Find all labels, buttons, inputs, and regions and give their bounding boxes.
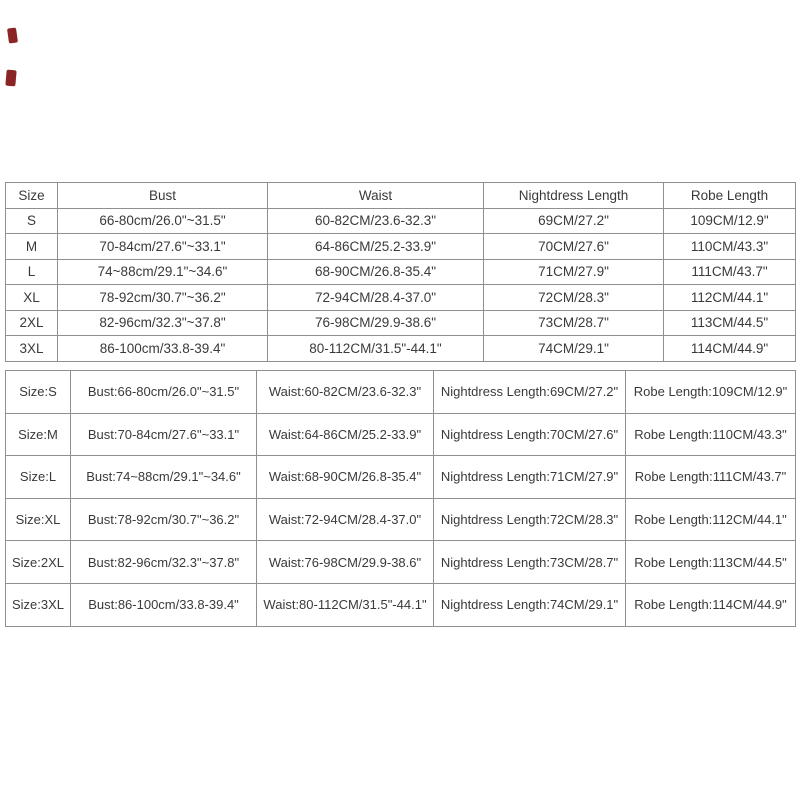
size-chart-list-body: Size:S Bust:66-80cm/26.0"~31.5" Waist:60-8… xyxy=(5,370,796,627)
cell: 114CM/44.9" xyxy=(663,335,796,362)
column-header: Nightdress Length xyxy=(483,182,664,209)
cell: Size:2XL xyxy=(5,540,71,584)
cell: 73CM/28.7" xyxy=(483,309,664,336)
cell: Size:S xyxy=(5,370,71,414)
cell: 86-100cm/33.8-39.4" xyxy=(57,335,268,362)
table-row: 2XL 82-96cm/32.3"~37.8" 76-98CM/29.9-38.6"… xyxy=(5,309,796,336)
cell: Waist:80-112CM/31.5"-44.1" xyxy=(256,582,434,627)
cell: 68-90CM/26.8-35.4" xyxy=(267,258,484,285)
column-header: Bust xyxy=(57,182,268,209)
size-chart-grid-table: Size Bust Waist Nightdress Length Robe Lengt… xyxy=(5,182,796,362)
cell: Size:L xyxy=(5,455,71,499)
red-watermark-mark xyxy=(5,69,17,87)
table-row: XL 78-92cm/30.7"~36.2" 72-94CM/28.4-37.0" 7… xyxy=(5,284,796,311)
cell: 70-84cm/27.6"~33.1" xyxy=(57,233,268,260)
cell: Robe Length:112CM/44.1" xyxy=(625,497,796,542)
cell: S xyxy=(5,207,58,234)
cell: Nightdress Length:70CM/27.6" xyxy=(433,412,626,457)
cell: Waist:60-82CM/23.6-32.3" xyxy=(256,370,434,414)
table-row: Size:2XL Bust:82-96cm/32.3"~37.8" Waist:76… xyxy=(5,540,796,584)
cell: Robe Length:114CM/44.9" xyxy=(625,582,796,627)
cell: Nightdress Length:71CM/27.9" xyxy=(433,455,626,499)
column-header: Waist xyxy=(267,182,484,209)
cell: 72-94CM/28.4-37.0" xyxy=(267,284,484,311)
cell: 109CM/12.9" xyxy=(663,207,796,234)
cell: 112CM/44.1" xyxy=(663,284,796,311)
cell: 72CM/28.3" xyxy=(483,284,664,311)
cell: Size:M xyxy=(5,412,71,457)
table-row: 3XL 86-100cm/33.8-39.4" 80-112CM/31.5"-44.… xyxy=(5,335,796,362)
cell: XL xyxy=(5,284,58,311)
cell: Bust:82-96cm/32.3"~37.8" xyxy=(70,540,257,584)
cell: L xyxy=(5,258,58,285)
cell: Bust:74~88cm/29.1"~34.6" xyxy=(70,455,257,499)
cell: Bust:78-92cm/30.7"~36.2" xyxy=(70,497,257,542)
cell: 74CM/29.1" xyxy=(483,335,664,362)
cell: Waist:64-86CM/25.2-33.9" xyxy=(256,412,434,457)
cell: 3XL xyxy=(5,335,58,362)
column-header: Robe Length xyxy=(663,182,796,209)
cell: 113CM/44.5" xyxy=(663,309,796,336)
cell: 111CM/43.7" xyxy=(663,258,796,285)
table-row: L 74~88cm/29.1"~34.6" 68-90CM/26.8-35.4" 71… xyxy=(5,258,796,285)
red-watermark-mark xyxy=(6,27,19,44)
cell: 70CM/27.6" xyxy=(483,233,664,260)
table-row: Size:L Bust:74~88cm/29.1"~34.6" Waist:68-9… xyxy=(5,455,796,499)
cell: M xyxy=(5,233,58,260)
cell: 66-80cm/26.0"~31.5" xyxy=(57,207,268,234)
cell: Robe Length:111CM/43.7" xyxy=(625,455,796,499)
cell: 69CM/27.2" xyxy=(483,207,664,234)
cell: 110CM/43.3" xyxy=(663,233,796,260)
cell: Waist:72-94CM/28.4-37.0" xyxy=(256,497,434,542)
cell: 82-96cm/32.3"~37.8" xyxy=(57,309,268,336)
table-row: Size:3XL Bust:86-100cm/33.8-39.4" Waist:80… xyxy=(5,582,796,627)
header-row: Size Bust Waist Nightdress Length Robe Lengt… xyxy=(5,182,796,209)
cell: 64-86CM/25.2-33.9" xyxy=(267,233,484,260)
table-row: Size:M Bust:70-84cm/27.6"~33.1" Waist:64-8… xyxy=(5,412,796,457)
cell: Nightdress Length:69CM/27.2" xyxy=(433,370,626,414)
cell: 60-82CM/23.6-32.3" xyxy=(267,207,484,234)
cell: 78-92cm/30.7"~36.2" xyxy=(57,284,268,311)
size-chart-list-table: Size:S Bust:66-80cm/26.0"~31.5" Waist:60-8… xyxy=(5,370,796,627)
cell: 2XL xyxy=(5,309,58,336)
cell: Size:3XL xyxy=(5,582,71,627)
cell: 74~88cm/29.1"~34.6" xyxy=(57,258,268,285)
cell: Waist:68-90CM/26.8-35.4" xyxy=(256,455,434,499)
cell: Robe Length:110CM/43.3" xyxy=(625,412,796,457)
table-row: M 70-84cm/27.6"~33.1" 64-86CM/25.2-33.9" 70… xyxy=(5,233,796,260)
cell: Bust:86-100cm/33.8-39.4" xyxy=(70,582,257,627)
table-row: Size:XL Bust:78-92cm/30.7"~36.2" Waist:72-… xyxy=(5,497,796,542)
size-chart-grid-body: S 66-80cm/26.0"~31.5" 60-82CM/23.6-32.3" 69… xyxy=(5,207,796,362)
cell: Nightdress Length:74CM/29.1" xyxy=(433,582,626,627)
cell: Nightdress Length:72CM/28.3" xyxy=(433,497,626,542)
cell: Bust:66-80cm/26.0"~31.5" xyxy=(70,370,257,414)
cell: 80-112CM/31.5"-44.1" xyxy=(267,335,484,362)
table-row: Size:S Bust:66-80cm/26.0"~31.5" Waist:60-8… xyxy=(5,370,796,414)
cell: Robe Length:113CM/44.5" xyxy=(625,540,796,584)
cell: 71CM/27.9" xyxy=(483,258,664,285)
column-header: Size xyxy=(5,182,58,209)
table-row: S 66-80cm/26.0"~31.5" 60-82CM/23.6-32.3" 69… xyxy=(5,207,796,234)
cell: 76-98CM/29.9-38.6" xyxy=(267,309,484,336)
cell: Bust:70-84cm/27.6"~33.1" xyxy=(70,412,257,457)
cell: Nightdress Length:73CM/28.7" xyxy=(433,540,626,584)
cell: Waist:76-98CM/29.9-38.6" xyxy=(256,540,434,584)
cell: Robe Length:109CM/12.9" xyxy=(625,370,796,414)
cell: Size:XL xyxy=(5,497,71,542)
